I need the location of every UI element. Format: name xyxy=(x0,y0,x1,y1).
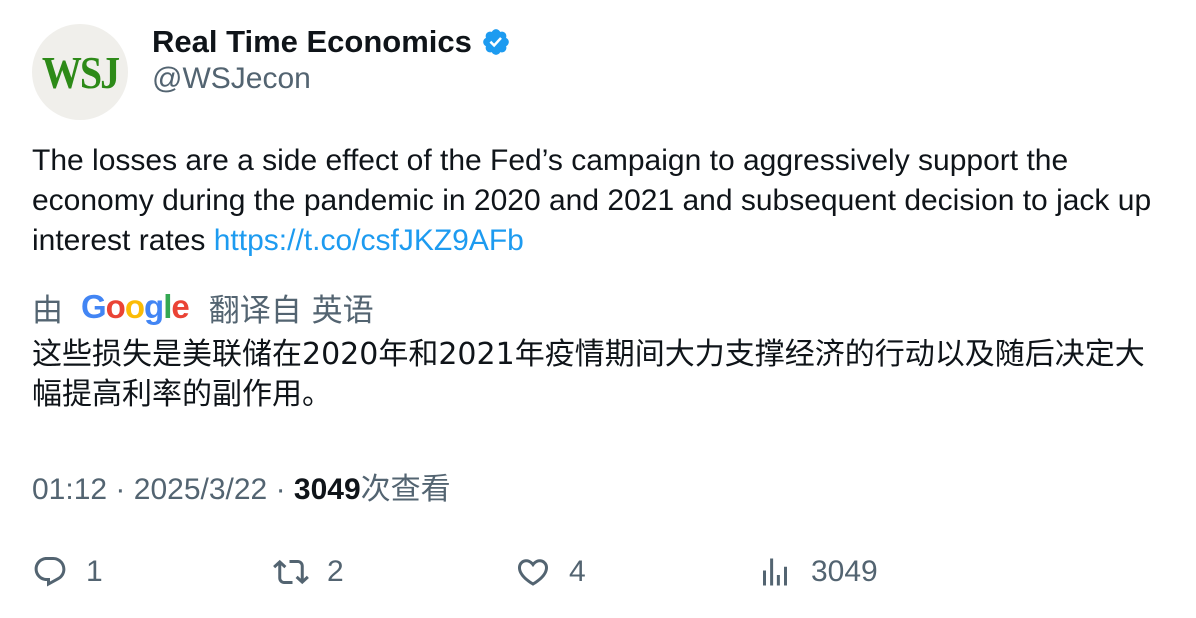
tweet-meta: 01:12 · 2025/3/22 · 3049次查看 xyxy=(32,464,451,508)
wsj-logo: WSJ xyxy=(41,46,120,98)
translation-source-language: 翻译自 英语 xyxy=(208,292,374,329)
like-count: 4 xyxy=(569,555,586,588)
author-name-row[interactable]: Real Time Economics xyxy=(152,22,511,62)
retweet-icon xyxy=(273,559,309,585)
reply-button[interactable]: 1 xyxy=(32,550,103,594)
avatar[interactable]: WSJ xyxy=(32,24,128,120)
tweet-time[interactable]: 01:12 xyxy=(32,473,108,506)
reply-count: 1 xyxy=(86,555,103,588)
translation-prefix: 由 xyxy=(32,292,63,329)
translated-text: 这些损失是美联储在2020年和2021年疫情期间大力支撑经济的行动以及随后决定大… xyxy=(32,337,1145,412)
meta-separator: · xyxy=(275,473,286,506)
heart-icon xyxy=(517,559,549,586)
author-handle[interactable]: @WSJecon xyxy=(152,62,311,95)
translation-attribution: 由 Google 翻译自 英语 xyxy=(32,286,374,329)
tweet-text: The losses are a side effect of the Fed’… xyxy=(32,141,1172,261)
retweet-count: 2 xyxy=(327,555,344,588)
views-button[interactable]: 3049 xyxy=(757,550,878,594)
views-label: 次查看 xyxy=(360,472,451,507)
display-name[interactable]: Real Time Economics xyxy=(152,24,472,59)
tweet-date[interactable]: 2025/3/22 xyxy=(133,473,268,506)
views-count: 3049 xyxy=(293,473,361,506)
retweet-button[interactable]: 2 xyxy=(273,550,344,594)
views-chart-icon xyxy=(763,558,787,586)
views-action-count: 3049 xyxy=(811,555,878,588)
like-button[interactable]: 4 xyxy=(515,550,586,594)
tweet-body: The losses are a side effect of the Fed’… xyxy=(32,144,1152,257)
google-logo[interactable]: Google xyxy=(81,288,190,325)
tweet-link[interactable]: https://t.co/csfJKZ9AFb xyxy=(213,224,524,257)
meta-separator: · xyxy=(115,473,126,506)
verified-badge-icon xyxy=(483,29,509,55)
reply-icon xyxy=(34,557,66,587)
